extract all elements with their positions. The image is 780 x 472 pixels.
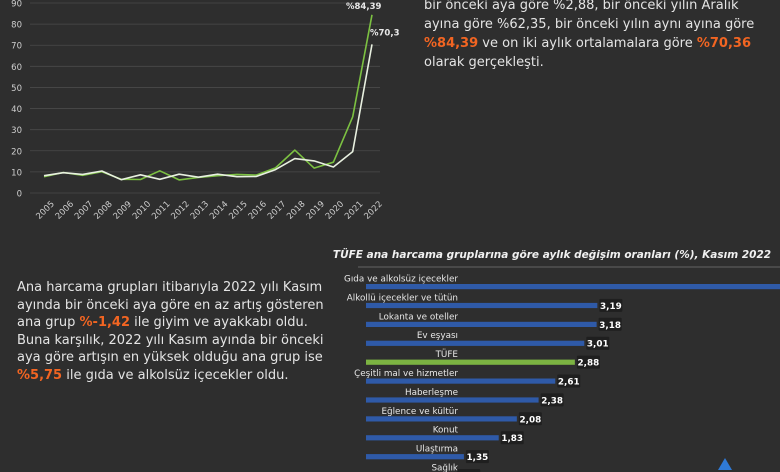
highlight-value: %70,36 bbox=[697, 36, 751, 51]
y-tick-label: 30 bbox=[11, 126, 22, 136]
bar-value-label: 3,19 bbox=[600, 302, 622, 312]
series-line-1 bbox=[44, 15, 372, 180]
line-chart-series bbox=[44, 15, 372, 180]
bar-category-label: Sağlık bbox=[431, 464, 458, 472]
bar-category-label: Çeşitli mal ve hizmetler bbox=[354, 369, 458, 379]
x-tick-label: 2007 bbox=[73, 199, 95, 221]
bar-row: Sağlık1,23 bbox=[366, 464, 480, 472]
highlight-value: %5,75 bbox=[17, 368, 62, 383]
y-tick-label: 60 bbox=[11, 63, 22, 73]
bar-row: Gıda ve alkolsüz içecekler5,75 bbox=[344, 275, 780, 294]
bar-value-label: 2,38 bbox=[541, 396, 563, 406]
paragraph-text: olarak gerçekleşti. bbox=[424, 55, 544, 70]
bar-category-label: Konut bbox=[433, 426, 459, 436]
summary-paragraph-left: Ana harcama grupları itibarıyla 2022 yıl… bbox=[17, 279, 342, 384]
bar-value-label: 2,88 bbox=[578, 359, 600, 369]
bar-category-label: Ulaştırma bbox=[416, 445, 458, 455]
bar bbox=[366, 360, 575, 365]
y-tick-label: 40 bbox=[11, 105, 22, 115]
highlight-value: %-1,42 bbox=[80, 315, 131, 330]
highlight-value: %84,39 bbox=[424, 36, 478, 51]
bar-category-label: Ev eşyası bbox=[417, 331, 458, 341]
bar-row: Haberleşme 2,38 bbox=[366, 388, 564, 407]
x-tick-label: 2012 bbox=[169, 199, 191, 221]
paragraph-text: bir önceki aya göre %2,88, bir önceki yı… bbox=[424, 0, 754, 32]
bar-value-label: 3,18 bbox=[599, 321, 621, 331]
x-tick-label: 2011 bbox=[150, 199, 172, 221]
line-chart-x-ticks: 2005200620072008200920102011201220132014… bbox=[34, 199, 384, 221]
bar-value-label: 1,83 bbox=[501, 434, 523, 444]
y-tick-label: 70 bbox=[11, 42, 22, 52]
bar bbox=[366, 379, 555, 384]
data-label: %70,36 bbox=[370, 28, 400, 38]
bar-row: Eğlence ve kültür 2,08 bbox=[366, 407, 542, 426]
x-tick-label: 2014 bbox=[208, 199, 230, 221]
bar-chart-title: TÜFE ana harcama gruplarına göre aylık d… bbox=[333, 247, 771, 261]
bar bbox=[366, 435, 499, 440]
series-line-2 bbox=[44, 44, 372, 179]
x-tick-label: 2009 bbox=[112, 199, 134, 221]
summary-paragraph-top: bir önceki aya göre %2,88, bir önceki yı… bbox=[424, 0, 774, 72]
data-label: %84,39 bbox=[346, 2, 381, 12]
bar bbox=[366, 397, 539, 402]
x-tick-label: 2021 bbox=[343, 199, 365, 221]
bar-row: TÜFE 2,88 bbox=[366, 349, 600, 369]
y-tick-label: 20 bbox=[11, 147, 22, 157]
bar bbox=[366, 322, 597, 327]
bar-row: Ulaştırma 1,35 bbox=[366, 445, 489, 464]
y-tick-label: 80 bbox=[11, 21, 22, 31]
bar bbox=[366, 416, 517, 421]
bar bbox=[366, 303, 597, 308]
bar-category-label: Lokanta ve oteller bbox=[379, 312, 459, 322]
x-tick-label: 2005 bbox=[34, 199, 56, 221]
bar-row: Ev eşyası 3,01 bbox=[366, 331, 609, 350]
bar-row: Konut 1,83 bbox=[366, 426, 524, 445]
bar-category-label: TÜFE bbox=[435, 349, 458, 360]
line-chart-annotations: %84,39 %70,36 bbox=[346, 2, 400, 39]
bar-row: Lokanta ve oteller 3,18 bbox=[366, 312, 622, 331]
bar-value-label: 3,01 bbox=[587, 340, 609, 350]
y-tick-label: 0 bbox=[17, 190, 22, 200]
bar-category-label: Haberleşme bbox=[405, 388, 458, 398]
category-bar-chart: TÜFE ana harcama gruplarına göre aylık d… bbox=[320, 240, 780, 472]
bar-value-label: 2,08 bbox=[519, 415, 541, 425]
x-tick-label: 2008 bbox=[92, 199, 114, 221]
x-tick-label: 2017 bbox=[266, 199, 288, 221]
x-tick-label: 2016 bbox=[247, 199, 269, 221]
bar-row: Çeşitli mal ve hizmetler 2,61 bbox=[354, 369, 580, 388]
x-tick-label: 2022 bbox=[362, 199, 384, 221]
bar-value-label: 1,35 bbox=[467, 453, 489, 463]
bar-value-label: 2,61 bbox=[558, 378, 580, 388]
bar-chart-rows: Gıda ve alkolsüz içecekler5,75Alkollü iç… bbox=[344, 275, 780, 472]
bar bbox=[366, 341, 584, 346]
y-tick-label: 50 bbox=[11, 84, 22, 94]
bar-category-label: Eğlence ve kültür bbox=[381, 407, 458, 417]
y-tick-label: 10 bbox=[11, 168, 22, 178]
x-tick-label: 2010 bbox=[131, 199, 153, 221]
inflation-line-chart: 0 10 20 30 40 50 60 70 80 90 20052006200720082009… bbox=[0, 0, 400, 240]
line-chart-y-ticks: 0 10 20 30 40 50 60 70 80 90 bbox=[11, 0, 22, 200]
x-tick-label: 2020 bbox=[324, 199, 346, 221]
paragraph-text: ile gıda ve alkolsüz içecekler oldu. bbox=[62, 368, 288, 383]
bar-category-label: Alkollü içecekler ve tütün bbox=[347, 293, 458, 303]
y-tick-label: 90 bbox=[11, 0, 22, 10]
x-tick-label: 2019 bbox=[305, 199, 327, 221]
bar-category-label: Gıda ve alkolsüz içecekler bbox=[344, 275, 458, 285]
bar-row: Alkollü içecekler ve tütün 3,19 bbox=[347, 293, 623, 312]
bar bbox=[366, 284, 780, 289]
x-tick-label: 2015 bbox=[227, 199, 249, 221]
paragraph-text: ve on iki aylık ortalamalara göre bbox=[478, 36, 697, 51]
bar bbox=[366, 454, 464, 459]
x-tick-label: 2013 bbox=[189, 199, 211, 221]
x-tick-label: 2006 bbox=[54, 199, 76, 221]
x-tick-label: 2018 bbox=[285, 199, 307, 221]
logo-mark-icon bbox=[718, 458, 732, 470]
